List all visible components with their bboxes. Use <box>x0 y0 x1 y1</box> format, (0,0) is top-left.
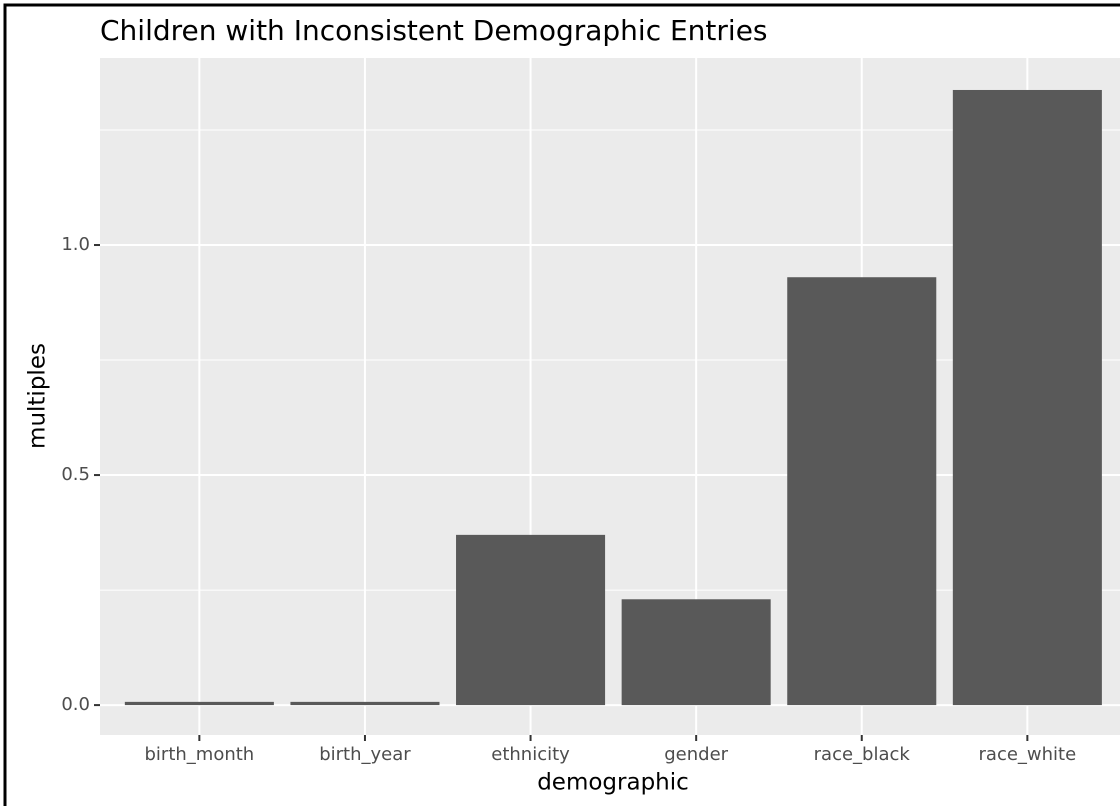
bar <box>125 702 274 705</box>
bar <box>290 702 439 705</box>
x-tick-label: ethnicity <box>491 744 570 765</box>
x-tick-label: race_black <box>814 744 911 765</box>
x-tick-label: birth_year <box>319 744 411 765</box>
y-tick-label: 0.5 <box>61 464 90 485</box>
x-tick-label: gender <box>664 744 728 765</box>
x-tick-label: birth_month <box>145 744 255 765</box>
x-tick-label: race_white <box>979 744 1077 765</box>
y-tick-label: 1.0 <box>61 234 90 255</box>
y-axis-title: multiples <box>25 343 51 449</box>
y-tick-label: 0.0 <box>61 694 90 715</box>
bar <box>953 90 1102 705</box>
x-axis-title: demographic <box>537 770 689 796</box>
bar <box>787 277 936 705</box>
chart-title: Children with Inconsistent Demographic E… <box>100 14 768 47</box>
bar <box>456 535 605 705</box>
bar <box>622 599 771 705</box>
chart: Children with Inconsistent Demographic E… <box>0 0 1120 806</box>
